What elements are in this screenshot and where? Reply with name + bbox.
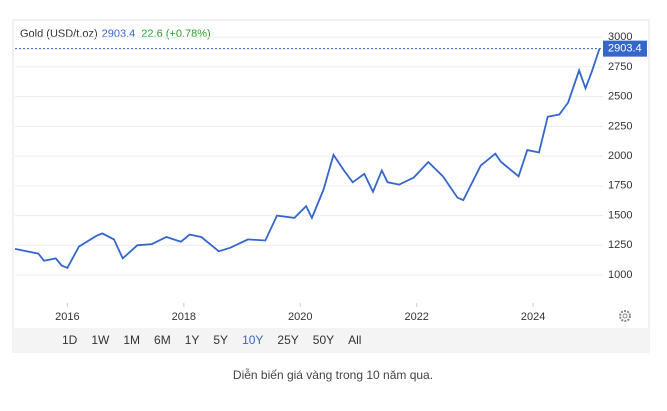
range-button[interactable]: 5Y [213,333,228,347]
last-value-label: 2903.4 [608,43,642,55]
range-button[interactable]: All [348,333,361,347]
y-tick-label: 2750 [608,61,632,73]
range-button[interactable]: 1D [62,333,78,347]
y-tick-label: 2000 [608,150,632,162]
chart-title: Gold (USD/t.oz) [20,28,98,40]
caption: Diễn biến giá vàng trong 10 năm qua. [233,367,433,382]
last-value-box [603,40,647,57]
y-tick-label: 1250 [608,239,632,251]
last-value: 2903.4 [102,28,136,40]
range-button[interactable]: 25Y [277,333,298,347]
range-button[interactable]: 6M [154,333,171,347]
price-line [14,48,601,270]
y-tick-label: 3000 [608,31,632,43]
x-tick-label: 2016 [55,311,79,323]
range-button[interactable]: 10Y [242,333,263,347]
range-button[interactable]: 1W [91,333,110,347]
change: 22.6 (+0.78%) [141,28,210,40]
x-tick-label: 2024 [521,311,545,323]
range-button[interactable]: 1Y [185,333,200,347]
x-tick-label: 2022 [404,311,428,323]
range-bar [13,328,649,352]
range-button[interactable]: 50Y [313,333,334,347]
y-tick-label: 2250 [608,120,632,132]
x-tick-label: 2018 [172,311,196,323]
range-button[interactable]: 1M [123,333,140,347]
x-tick-label: 2020 [288,311,312,323]
y-tick-label: 1750 [608,180,632,192]
y-tick-label: 2500 [608,91,632,103]
y-tick-label: 1000 [608,269,632,281]
y-tick-label: 1500 [608,209,632,221]
settings-icon[interactable] [619,310,631,322]
